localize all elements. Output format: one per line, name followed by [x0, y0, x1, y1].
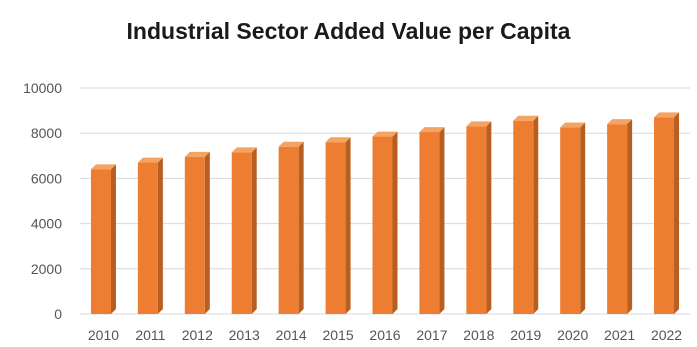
x-tick-label: 2012: [182, 327, 213, 343]
bar-side: [533, 115, 539, 315]
bar-top: [90, 164, 116, 170]
bar-side: [627, 119, 633, 314]
bar-side: [251, 147, 257, 314]
bar-side: [439, 127, 445, 314]
bar-front: [654, 117, 675, 314]
bar-side: [674, 112, 680, 314]
bar-top: [278, 141, 304, 147]
y-tick-label: 6000: [31, 170, 62, 186]
x-tick-label: 2014: [276, 327, 307, 343]
bar: [560, 122, 586, 314]
bar-top: [560, 122, 586, 128]
bar: [184, 151, 210, 314]
bar-front: [372, 136, 393, 314]
x-axis-ticks: 2010 2011 2012 2013 2014 2015 2016 2017 2018 2019…: [88, 327, 682, 343]
x-tick-label: 2010: [88, 327, 119, 343]
bar-top: [466, 121, 492, 127]
bar-front: [513, 120, 534, 315]
x-tick-label: 2020: [557, 327, 588, 343]
x-tick-label: 2015: [322, 327, 353, 343]
bar: [372, 131, 398, 314]
bar: [325, 137, 351, 314]
bar-side: [110, 164, 116, 314]
bar: [654, 112, 680, 314]
x-tick-label: 2011: [135, 327, 165, 343]
y-tick-label: 10000: [23, 80, 62, 96]
bar: [137, 157, 163, 314]
bar-side: [580, 122, 586, 314]
y-axis-ticks: 0 2000 4000 6000 8000 10000: [23, 80, 62, 322]
x-tick-label: 2017: [416, 327, 447, 343]
bar: [466, 121, 492, 314]
bar-top: [654, 112, 680, 118]
bar-side: [345, 137, 351, 314]
bar-side: [157, 157, 163, 314]
bar: [513, 115, 539, 315]
x-tick-label: 2016: [369, 327, 400, 343]
bar-front: [231, 152, 252, 314]
bar-side: [298, 141, 304, 314]
bar-top: [231, 147, 257, 153]
x-tick-label: 2013: [229, 327, 260, 343]
bar-top: [607, 119, 633, 125]
bar-top: [137, 157, 163, 163]
bar: [231, 147, 257, 314]
y-tick-label: 8000: [31, 125, 62, 141]
bar-top: [325, 137, 351, 143]
x-tick-label: 2022: [651, 327, 682, 343]
bar-side: [392, 131, 398, 314]
bars: [90, 112, 680, 315]
x-tick-label: 2021: [604, 327, 635, 343]
bar-front: [137, 162, 158, 314]
bar: [278, 141, 304, 314]
bar-front: [466, 126, 487, 314]
bar-front: [607, 124, 628, 314]
bar-front: [184, 156, 205, 314]
x-tick-label: 2019: [510, 327, 541, 343]
bar-top: [513, 115, 539, 121]
x-tick-label: 2018: [463, 327, 494, 343]
bar-side: [486, 121, 492, 314]
chart-title: Industrial Sector Added Value per Capita: [126, 18, 571, 44]
bar: [607, 119, 633, 314]
bar-front: [419, 132, 440, 314]
bar-front: [560, 127, 581, 314]
y-tick-label: 4000: [31, 216, 62, 232]
bar-front: [278, 146, 299, 314]
bar-front: [90, 169, 111, 314]
y-tick-label: 2000: [31, 261, 62, 277]
y-tick-label: 0: [54, 306, 62, 322]
bar-top: [184, 151, 210, 157]
bar: [419, 127, 445, 314]
bar: [90, 164, 116, 314]
bar-front: [325, 142, 346, 314]
bar-top: [372, 131, 398, 137]
bar-top: [419, 127, 445, 133]
bar-side: [204, 151, 210, 314]
